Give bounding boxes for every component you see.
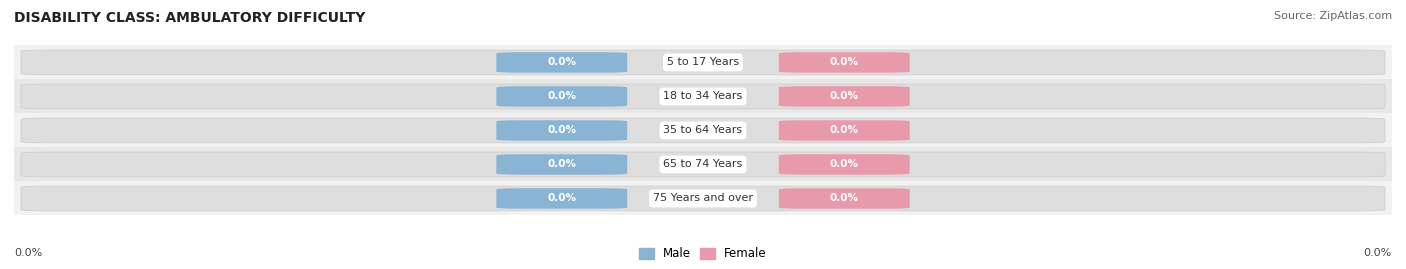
Text: 75 Years and over: 75 Years and over	[652, 193, 754, 203]
FancyBboxPatch shape	[779, 188, 910, 209]
FancyBboxPatch shape	[496, 52, 627, 73]
Bar	[14, 147, 1392, 182]
FancyBboxPatch shape	[779, 120, 910, 141]
Text: 0.0%: 0.0%	[547, 91, 576, 101]
Bar	[14, 182, 1392, 215]
Text: 35 to 64 Years: 35 to 64 Years	[664, 125, 742, 136]
Text: 65 to 74 Years: 65 to 74 Years	[664, 160, 742, 169]
FancyBboxPatch shape	[779, 86, 910, 107]
Text: 0.0%: 0.0%	[1364, 248, 1392, 258]
Text: 0.0%: 0.0%	[830, 125, 859, 136]
FancyBboxPatch shape	[21, 84, 1385, 109]
Text: 0.0%: 0.0%	[830, 91, 859, 101]
Text: 0.0%: 0.0%	[547, 58, 576, 68]
Text: 0.0%: 0.0%	[547, 125, 576, 136]
FancyBboxPatch shape	[779, 52, 910, 73]
Text: DISABILITY CLASS: AMBULATORY DIFFICULTY: DISABILITY CLASS: AMBULATORY DIFFICULTY	[14, 11, 366, 25]
Text: Source: ZipAtlas.com: Source: ZipAtlas.com	[1274, 11, 1392, 21]
Text: 5 to 17 Years: 5 to 17 Years	[666, 58, 740, 68]
Text: 0.0%: 0.0%	[547, 160, 576, 169]
FancyBboxPatch shape	[496, 120, 627, 141]
FancyBboxPatch shape	[21, 50, 1385, 75]
FancyBboxPatch shape	[21, 152, 1385, 177]
FancyBboxPatch shape	[496, 188, 627, 209]
FancyBboxPatch shape	[21, 186, 1385, 211]
FancyBboxPatch shape	[779, 154, 910, 175]
Legend: Male, Female: Male, Female	[634, 243, 772, 265]
Text: 0.0%: 0.0%	[830, 58, 859, 68]
Text: 0.0%: 0.0%	[830, 160, 859, 169]
Bar	[14, 79, 1392, 114]
Bar	[14, 45, 1392, 79]
Bar	[14, 114, 1392, 147]
Text: 0.0%: 0.0%	[830, 193, 859, 203]
FancyBboxPatch shape	[496, 86, 627, 107]
Text: 0.0%: 0.0%	[14, 248, 42, 258]
FancyBboxPatch shape	[21, 118, 1385, 143]
Text: 18 to 34 Years: 18 to 34 Years	[664, 91, 742, 101]
Text: 0.0%: 0.0%	[547, 193, 576, 203]
FancyBboxPatch shape	[496, 154, 627, 175]
